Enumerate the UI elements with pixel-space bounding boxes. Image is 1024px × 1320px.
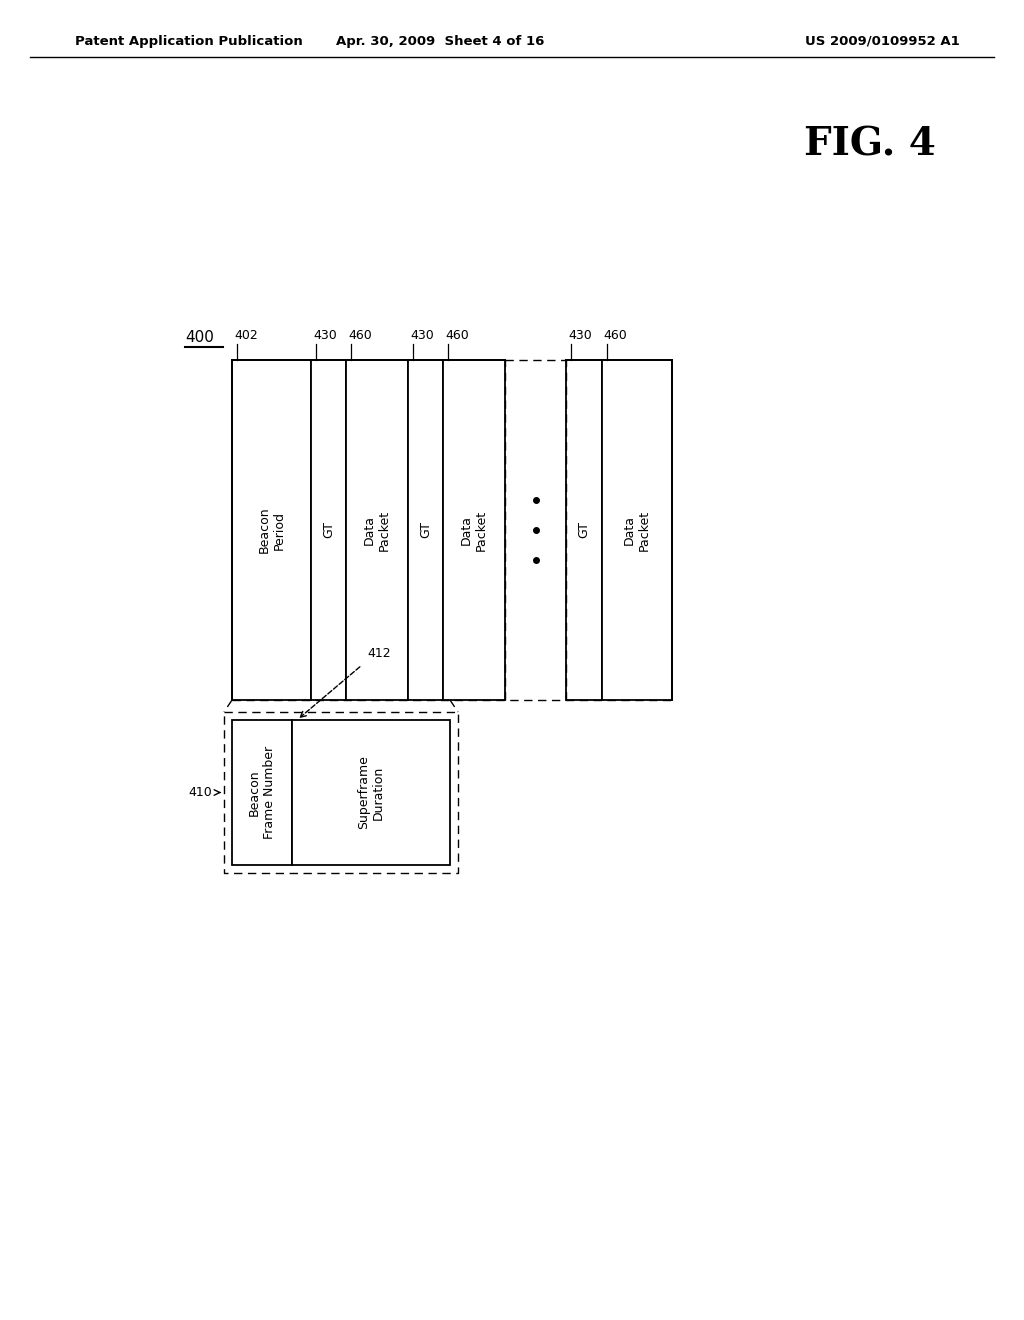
Text: GT: GT [578, 521, 591, 539]
Bar [566, 360, 602, 700]
Bar [292, 719, 450, 865]
Text: Superframe
Duration: Superframe Duration [357, 755, 385, 829]
Text: 460: 460 [445, 329, 469, 342]
Text: 430: 430 [410, 329, 434, 342]
Text: Data
Packet: Data Packet [460, 510, 488, 550]
Text: Data
Packet: Data Packet [623, 510, 651, 550]
Text: 460: 460 [603, 329, 628, 342]
Text: 460: 460 [348, 329, 372, 342]
Text: FIG. 4: FIG. 4 [804, 125, 936, 162]
Text: 400: 400 [185, 330, 214, 345]
Bar [311, 360, 346, 700]
Text: 402: 402 [234, 329, 258, 342]
Bar [232, 360, 311, 700]
Bar [346, 360, 408, 700]
Text: Patent Application Publication: Patent Application Publication [75, 36, 303, 48]
Text: 412: 412 [367, 647, 390, 660]
Text: 410: 410 [188, 785, 212, 799]
Bar [443, 360, 505, 700]
Bar [232, 719, 292, 865]
Text: Data
Packet: Data Packet [364, 510, 391, 550]
Text: Apr. 30, 2009  Sheet 4 of 16: Apr. 30, 2009 Sheet 4 of 16 [336, 36, 544, 48]
Text: GT: GT [323, 521, 335, 539]
Text: 430: 430 [568, 329, 592, 342]
Text: GT: GT [419, 521, 432, 539]
Text: Beacon
Period: Beacon Period [258, 507, 286, 553]
Bar [601, 360, 672, 700]
Text: US 2009/0109952 A1: US 2009/0109952 A1 [805, 36, 961, 48]
Text: 430: 430 [313, 329, 337, 342]
Text: Beacon
Frame Number: Beacon Frame Number [248, 746, 276, 840]
Bar [408, 360, 443, 700]
